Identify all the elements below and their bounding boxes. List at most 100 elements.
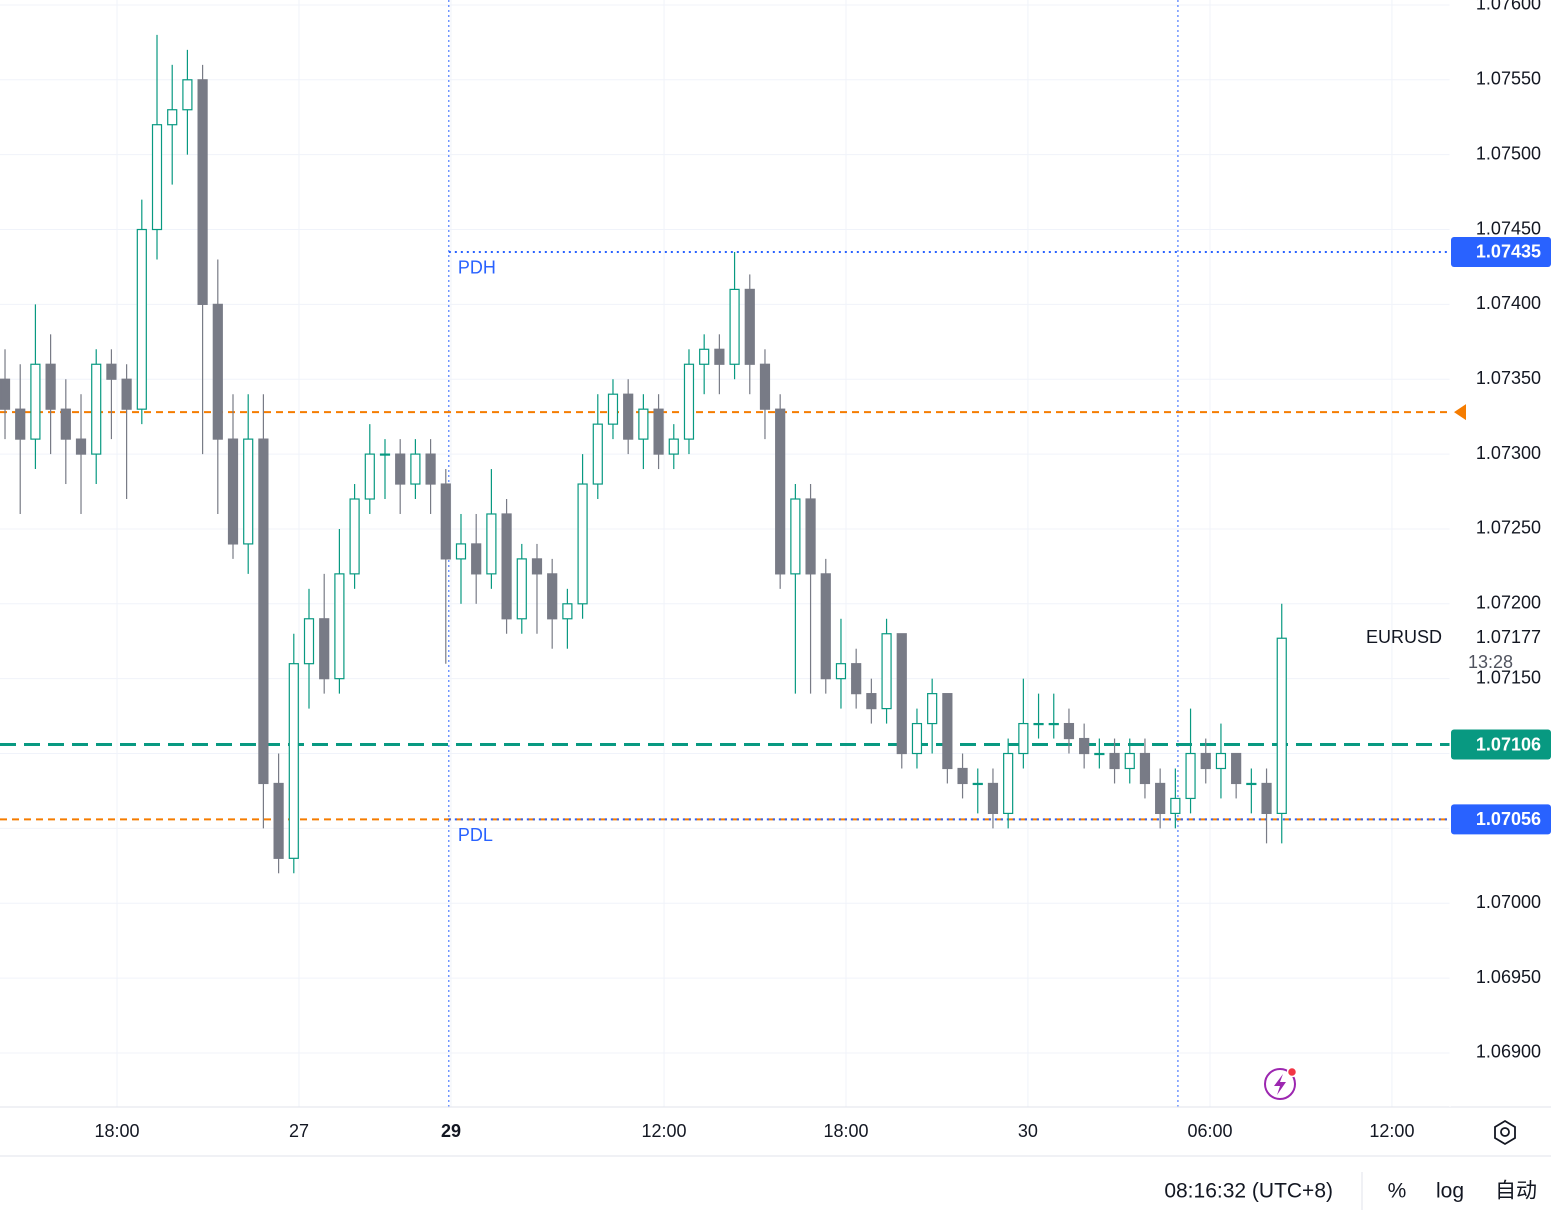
- candle-body: [182, 79, 193, 111]
- candle-body: [212, 303, 223, 440]
- candle-body: [1063, 722, 1075, 740]
- candle-body: [1109, 752, 1120, 770]
- candle-body: [531, 558, 543, 575]
- candle-body: [364, 453, 375, 500]
- candle-body: [440, 483, 451, 560]
- candle-body: [121, 378, 132, 410]
- candle-body: [60, 408, 71, 440]
- lightning-icon[interactable]: [1264, 1066, 1298, 1100]
- grid: [0, 0, 1450, 1107]
- candle-body: [1079, 737, 1090, 755]
- x-tick-label: 06:00: [1187, 1121, 1232, 1141]
- candle-body: [1139, 752, 1151, 785]
- candle-body: [1276, 637, 1287, 815]
- candle-body: [471, 543, 482, 575]
- price-box: [1451, 236, 1551, 267]
- level-name: PDL: [458, 825, 493, 845]
- candle-body: [927, 693, 938, 725]
- x-tick-label: 18:00: [95, 1121, 140, 1141]
- y-tick-label: 1.06950: [1476, 967, 1541, 987]
- candle-body: [942, 693, 953, 770]
- settings-hex: [1494, 1119, 1516, 1146]
- icon-ring: [1264, 1068, 1296, 1100]
- log-button[interactable]: log: [1436, 1180, 1464, 1203]
- candle-body: [516, 558, 527, 620]
- candle-body: [1033, 722, 1044, 726]
- candle-body: [607, 393, 619, 425]
- candle-body: [0, 378, 11, 410]
- candle-body: [1018, 722, 1029, 755]
- candle-body: [91, 363, 102, 455]
- candle-body: [1261, 782, 1272, 815]
- x-tick-label: 29: [441, 1121, 461, 1141]
- candles: [0, 34, 1287, 874]
- candle-body: [425, 453, 436, 485]
- candle-body: [1048, 722, 1059, 726]
- clock: 08:16:32 (UTC+8): [1164, 1180, 1333, 1203]
- auto-button[interactable]: 自动: [1495, 1180, 1537, 1203]
- candle-body: [653, 408, 664, 455]
- last-price: 1.07177: [1476, 627, 1541, 647]
- y-tick-label: 1.07350: [1476, 368, 1541, 388]
- candle-body: [243, 438, 254, 545]
- y-tick-label: 1.07550: [1476, 69, 1541, 89]
- y-tick-label: 1.07000: [1476, 892, 1541, 912]
- price-box-label: 1.07106: [1476, 734, 1541, 754]
- candle-body: [881, 633, 892, 710]
- candle-body: [759, 363, 771, 410]
- candle-body: [835, 663, 847, 680]
- candle-body: [1200, 752, 1211, 770]
- alert-marker: [1454, 404, 1466, 421]
- candle-body: [1170, 797, 1181, 815]
- candle-body: [273, 782, 284, 859]
- axes: 1.069001.069501.070001.070501.071001.071…: [95, 0, 1551, 1141]
- last-price-bg: [1452, 624, 1550, 665]
- icon-bolt: [1274, 1074, 1286, 1095]
- candle-body: [1231, 752, 1242, 785]
- countdown: 13:28: [1468, 652, 1513, 672]
- candle-body: [790, 498, 801, 575]
- candle-body: [486, 513, 497, 575]
- y-tick-label: 1.07400: [1476, 293, 1541, 313]
- y-tick-label: 1.07300: [1476, 443, 1541, 463]
- candle-body: [547, 573, 558, 620]
- candle-body: [1185, 752, 1196, 800]
- price-box-label: 1.07056: [1476, 809, 1541, 829]
- candle-body: [638, 408, 649, 440]
- candle-body: [775, 408, 786, 575]
- candle-body: [319, 618, 330, 680]
- candle-body: [623, 393, 634, 440]
- candle-body: [15, 408, 26, 440]
- candle-body: [1215, 752, 1227, 770]
- candle-body: [577, 483, 588, 605]
- percent-button[interactable]: %: [1388, 1180, 1407, 1203]
- y-tick-label: 1.07450: [1476, 218, 1541, 238]
- x-tick-label: 12:00: [642, 1121, 687, 1141]
- candle-body: [227, 438, 239, 545]
- candle-body: [349, 498, 360, 575]
- settings-dot: [1500, 1127, 1510, 1137]
- candle-body: [75, 438, 87, 455]
- candle-body: [744, 288, 755, 365]
- candle-body: [410, 453, 421, 485]
- candle-body: [851, 663, 862, 695]
- candle-body: [258, 438, 269, 785]
- y-tick-label: 1.07250: [1476, 518, 1541, 538]
- price-box: [1451, 804, 1551, 835]
- candle-body: [1003, 752, 1014, 815]
- candle-body: [714, 348, 725, 365]
- candle-body: [972, 782, 983, 786]
- price-box-label: 1.07435: [1476, 242, 1541, 262]
- y-tick-label: 1.06900: [1476, 1042, 1541, 1062]
- candle-body: [379, 453, 391, 456]
- y-tick-label: 1.07200: [1476, 593, 1541, 613]
- price-box: [1451, 729, 1551, 760]
- candle-body: [106, 363, 117, 380]
- x-tick-label: 12:00: [1369, 1121, 1414, 1141]
- candle-body: [1246, 782, 1257, 786]
- candle-body: [45, 363, 56, 410]
- settings-icon[interactable]: [1494, 1119, 1516, 1146]
- x-tick-label: 18:00: [823, 1121, 868, 1141]
- candle-body: [1155, 782, 1166, 815]
